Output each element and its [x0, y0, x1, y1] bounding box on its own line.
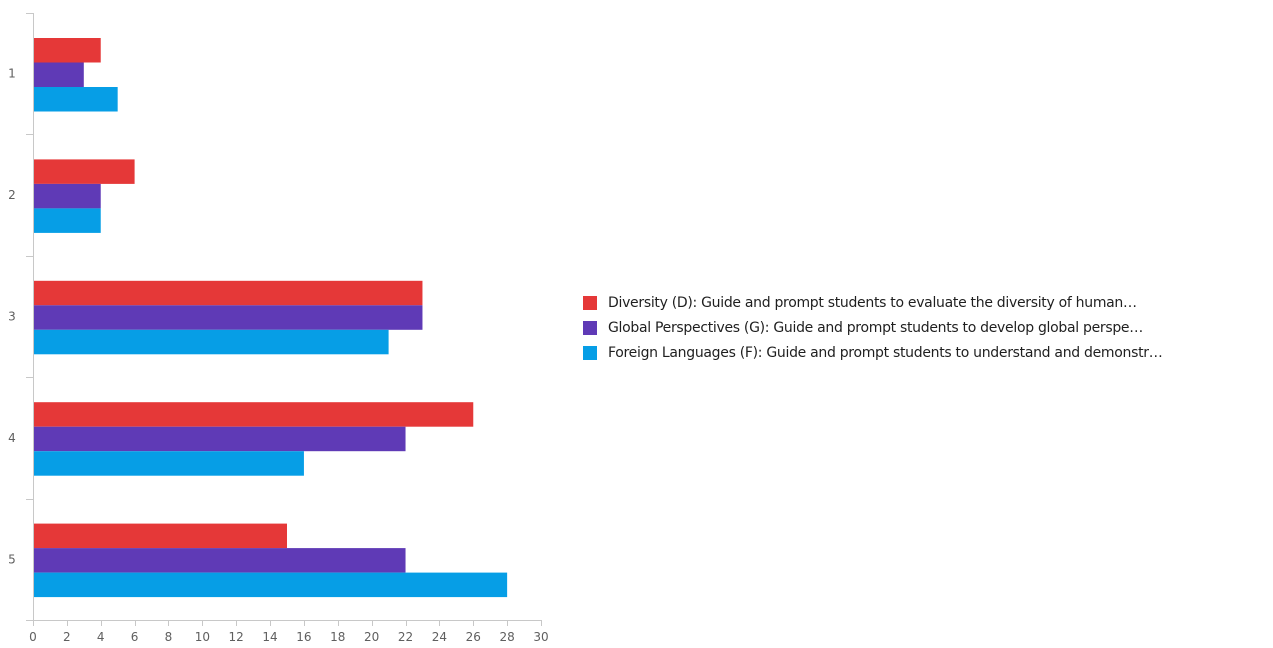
- x-tick-label-4: 4: [97, 630, 105, 644]
- x-tick-label-14: 14: [262, 630, 277, 644]
- legend-label-global-perspectives: Global Perspectives (G): Guide and promp…: [608, 319, 1143, 336]
- legend-swatch-global-perspectives: [583, 320, 597, 335]
- bar-5-series-2[interactable]: [33, 548, 406, 573]
- x-tick-label-20: 20: [364, 630, 379, 644]
- x-tick-label-24: 24: [432, 630, 447, 644]
- bar-1-series-3[interactable]: [33, 87, 118, 112]
- x-tick-label-28: 28: [499, 630, 514, 644]
- y-tick-label-4: 4: [8, 431, 16, 445]
- legend-label-diversity: Diversity (D): Guide and prompt students…: [608, 294, 1137, 311]
- bar-1-series-1[interactable]: [33, 38, 101, 63]
- x-tick-label-18: 18: [330, 630, 345, 644]
- legend-item-diversity[interactable]: Diversity (D): Guide and prompt students…: [583, 290, 1162, 315]
- legend-swatch-diversity: [583, 295, 597, 310]
- legend-item-foreign-languages[interactable]: Foreign Languages (F): Guide and prompt …: [583, 340, 1163, 365]
- x-tick-label-2: 2: [63, 630, 71, 644]
- bars-group: [33, 38, 508, 598]
- bar-5-series-1[interactable]: [33, 523, 287, 549]
- bar-2-series-1[interactable]: [33, 159, 135, 184]
- x-tick-label-22: 22: [398, 630, 413, 644]
- legend-swatch-foreign-languages: [583, 345, 597, 360]
- bar-4-series-3[interactable]: [33, 451, 304, 476]
- y-tick-label-5: 5: [8, 552, 16, 566]
- legend-item-global-perspectives[interactable]: Global Perspectives (G): Guide and promp…: [583, 315, 1162, 340]
- x-tick-label-12: 12: [229, 630, 244, 644]
- bar-3-series-2[interactable]: [33, 305, 423, 330]
- legend-label-foreign-languages: Foreign Languages (F): Guide and prompt …: [608, 344, 1163, 361]
- x-tick-label-10: 10: [195, 630, 210, 644]
- bar-4-series-1[interactable]: [33, 402, 474, 427]
- y-tick-label-1: 1: [8, 67, 16, 81]
- legend: Diversity (D): Guide and prompt students…: [583, 290, 1163, 365]
- bar-1-series-2[interactable]: [33, 62, 84, 88]
- bar-4-series-2[interactable]: [33, 426, 406, 452]
- x-tick-label-0: 0: [29, 630, 37, 644]
- x-tick-label-6: 6: [131, 630, 139, 644]
- bar-3-series-3[interactable]: [33, 329, 389, 355]
- x-tick-label-8: 8: [165, 630, 173, 644]
- x-tick-label-30: 30: [533, 630, 548, 644]
- y-tick-label-2: 2: [8, 188, 16, 202]
- x-tick-label-26: 26: [466, 630, 481, 644]
- x-tick-label-16: 16: [296, 630, 311, 644]
- bar-2-series-2[interactable]: [33, 183, 101, 209]
- bar-5-series-3[interactable]: [33, 572, 508, 598]
- y-tick-label-3: 3: [8, 310, 16, 324]
- bar-3-series-1[interactable]: [33, 280, 423, 306]
- bar-2-series-3[interactable]: [33, 208, 101, 233]
